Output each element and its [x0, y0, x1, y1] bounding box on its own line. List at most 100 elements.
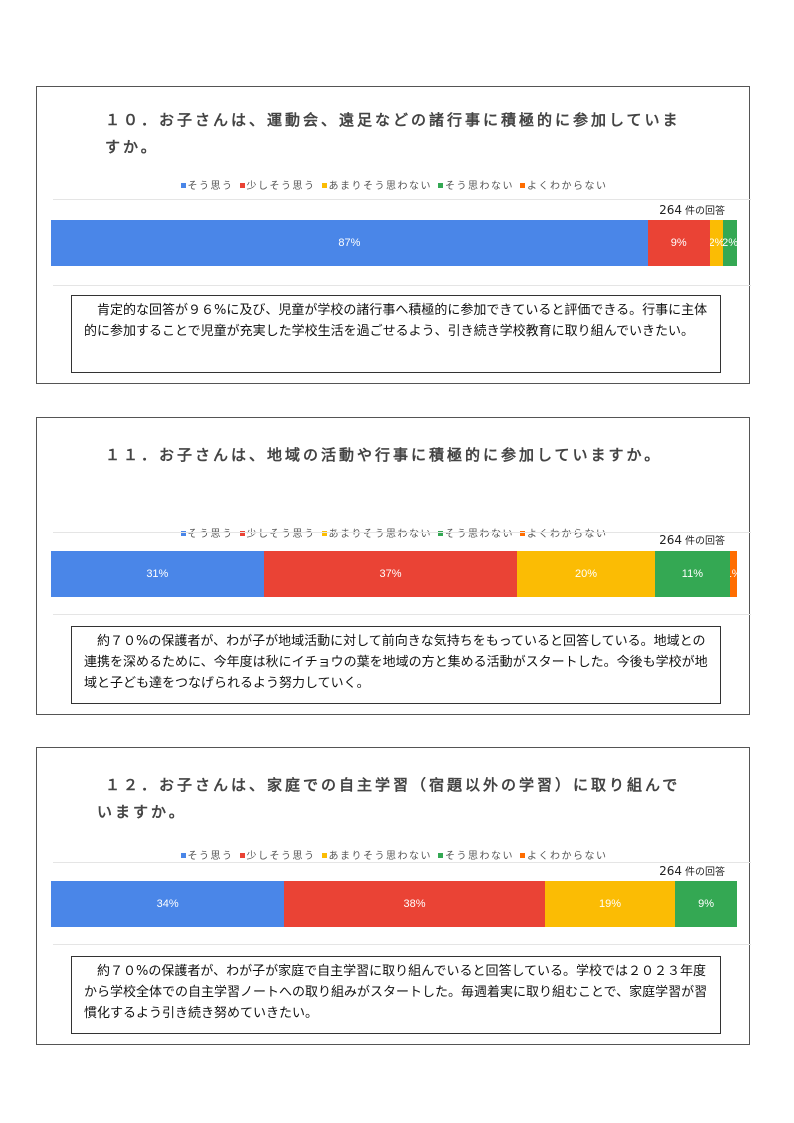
legend-item: あまりそう思わない	[321, 525, 433, 540]
stacked-bar: 31% 37% 20% 11% 1%	[51, 551, 737, 597]
response-count: 264 件の回答	[659, 202, 725, 217]
bar-segment-label: 2%	[723, 237, 737, 249]
bar-segment-label: 9%	[698, 898, 715, 910]
bar-segment: 38%	[284, 881, 545, 927]
bar-segment: 31%	[51, 551, 264, 597]
bar-segment: 2%	[709, 220, 724, 266]
legend-swatch	[438, 531, 443, 536]
stacked-bar: 87%9%2%2%0%	[51, 220, 737, 266]
comment-box: 約７０%の保護者が、わが子が家庭で自主学習に取り組んでいると回答している。学校で…	[71, 956, 721, 1034]
bar-segment-label: 2%	[709, 237, 724, 249]
legend-item: そう思わない	[438, 847, 514, 862]
response-count: 264 件の回答	[659, 863, 725, 878]
legend-label: よくわからない	[527, 529, 608, 540]
stacked-bar: 34%38%19%9%0%	[51, 881, 737, 927]
legend-swatch	[520, 531, 525, 536]
legend-item: 少しそう思う	[239, 177, 316, 192]
question-title: １２．お子さんは、家庭での自主学習（宿題以外の学習）に取り組んで いますか。	[97, 772, 681, 826]
legend-label: そう思わない	[445, 181, 514, 192]
legend-swatch	[520, 183, 525, 188]
bar-segment: 20%	[517, 551, 655, 597]
bar-segment: 34%	[51, 881, 285, 927]
bar-segment: 2%	[723, 220, 737, 266]
legend-swatch	[180, 183, 186, 188]
bar-segment-label: 11%	[681, 568, 703, 580]
bar-segment-label: 31%	[146, 568, 169, 580]
legend-label: そう思う	[187, 181, 234, 192]
legend-item: あまりそう思わない	[321, 847, 433, 862]
bar-segment-label: 37%	[379, 568, 402, 580]
question-title: １０．お子さんは、運動会、遠足などの諸行事に積極的に参加していま すか。	[105, 107, 681, 161]
legend-label: よくわからない	[527, 181, 608, 192]
divider	[53, 532, 751, 533]
legend-swatch	[520, 853, 525, 858]
divider	[53, 614, 751, 615]
question-title-line2: すか。	[105, 138, 159, 156]
bar-segment-label: 34%	[156, 898, 179, 910]
bar-segment: 9%	[647, 220, 710, 266]
bar-segment: 9%	[675, 881, 737, 927]
legend-label: そう思わない	[445, 851, 514, 862]
response-count-number: 264	[659, 864, 682, 878]
question-title-line2: いますか。	[97, 803, 187, 821]
legend-item: そう思わない	[438, 177, 514, 192]
comment-box: 約７０%の保護者が、わが子が地域活動に対して前向きな気持ちをもっていると回答して…	[71, 626, 721, 704]
legend-item: そう思わない	[438, 525, 514, 540]
chart-legend: そう思う 少しそう思う あまりそう思わない そう思わない よくわからない	[37, 847, 751, 862]
bar-segment-label: 87%	[338, 237, 361, 249]
legend-swatch	[321, 853, 327, 858]
legend-label: そう思う	[187, 529, 234, 540]
legend-swatch	[438, 183, 443, 188]
bar-segment-label: 1%	[730, 568, 737, 580]
divider	[53, 199, 751, 200]
legend-label: そう思わない	[445, 529, 514, 540]
divider	[53, 285, 751, 286]
legend-item: あまりそう思わない	[321, 177, 433, 192]
legend-label: あまりそう思わない	[328, 181, 432, 192]
legend-label: よくわからない	[527, 851, 608, 862]
legend-item: 少しそう思う	[239, 525, 316, 540]
legend-swatch	[321, 183, 327, 188]
question-title-line1: １２．お子さんは、家庭での自主学習（宿題以外の学習）に取り組んで	[105, 776, 681, 794]
legend-label: 少しそう思う	[246, 529, 316, 540]
divider	[53, 862, 751, 863]
bar-segment: 87%	[51, 220, 648, 266]
divider	[53, 944, 751, 945]
response-count: 264 件の回答	[659, 532, 725, 547]
chart-legend: そう思う 少しそう思う あまりそう思わない そう思わない よくわからない	[37, 177, 751, 192]
bar-segment: 37%	[263, 551, 518, 597]
bar-segment: 11%	[654, 551, 731, 597]
legend-item: よくわからない	[520, 847, 608, 862]
bar-segment: 1%	[730, 551, 737, 597]
response-count-number: 264	[659, 533, 682, 547]
chart-legend: そう思う 少しそう思う あまりそう思わない そう思わない よくわからない	[37, 525, 751, 540]
legend-item: そう思う	[180, 847, 234, 862]
legend-swatch	[180, 531, 186, 536]
response-count-unit: 件の回答	[685, 536, 725, 547]
response-count-unit: 件の回答	[685, 867, 725, 878]
legend-label: 少しそう思う	[246, 181, 316, 192]
bar-segment-label: 38%	[403, 898, 426, 910]
legend-label: 少しそう思う	[246, 851, 316, 862]
legend-swatch	[438, 853, 443, 858]
legend-swatch	[239, 531, 245, 536]
legend-label: あまりそう思わない	[328, 851, 432, 862]
bar-segment-label: 19%	[599, 898, 622, 910]
legend-swatch	[180, 853, 186, 858]
bar-segment-label: 9%	[670, 237, 687, 249]
bar-segment: 19%	[544, 881, 676, 927]
legend-label: そう思う	[187, 851, 234, 862]
legend-swatch	[239, 853, 245, 858]
legend-item: 少しそう思う	[239, 847, 316, 862]
question-title-line1: １０．お子さんは、運動会、遠足などの諸行事に積極的に参加していま	[105, 111, 681, 129]
response-count-unit: 件の回答	[685, 206, 725, 217]
survey-panel-q12: １２．お子さんは、家庭での自主学習（宿題以外の学習）に取り組んで いますか。 そ…	[36, 747, 751, 1045]
response-count-number: 264	[659, 203, 682, 217]
question-title-line1: １１．お子さんは、地域の活動や行事に積極的に参加していますか。	[105, 446, 663, 464]
comment-box: 肯定的な回答が９６%に及び、児童が学校の諸行事へ積極的に参加できていると評価でき…	[71, 295, 721, 373]
survey-panel-q11: １１．お子さんは、地域の活動や行事に積極的に参加していますか。 そう思う 少しそう…	[36, 417, 751, 715]
legend-item: よくわからない	[520, 177, 608, 192]
legend-swatch	[239, 183, 245, 188]
legend-item: そう思う	[180, 525, 234, 540]
survey-panel-q10: １０．お子さんは、運動会、遠足などの諸行事に積極的に参加していま すか。 そう思…	[36, 86, 751, 384]
